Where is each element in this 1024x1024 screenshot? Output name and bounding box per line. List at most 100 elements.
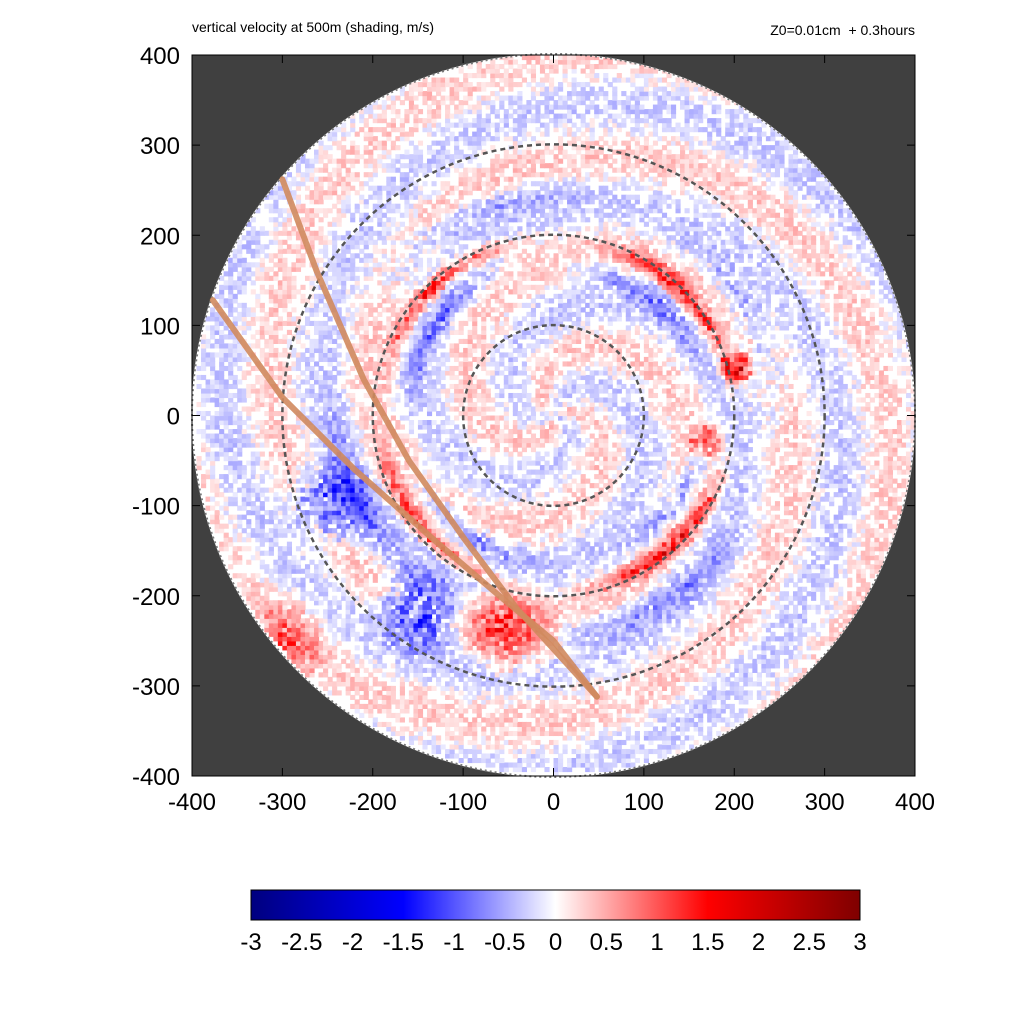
shading-cell — [454, 519, 460, 525]
shading-cell — [539, 690, 546, 696]
shading-cell — [630, 681, 636, 687]
shading-cell — [643, 730, 649, 737]
shading-cell — [643, 636, 649, 642]
shading-cell — [512, 496, 518, 502]
shading-cell — [589, 726, 595, 732]
shading-cell — [792, 564, 799, 570]
shading-cell — [675, 694, 681, 700]
shading-cell — [621, 586, 627, 592]
shading-cell — [670, 703, 677, 710]
shading-cell — [481, 541, 487, 547]
shading-cell — [431, 600, 437, 606]
shading-cell — [544, 667, 550, 673]
shading-cell — [887, 528, 894, 534]
shading-cell — [603, 532, 609, 538]
shading-cell — [494, 586, 500, 592]
shading-cell — [856, 555, 862, 561]
shading-cell — [580, 717, 586, 723]
shading-cell — [386, 523, 392, 529]
shading-cell — [851, 505, 857, 511]
shading-cell — [716, 541, 722, 547]
shading-cell — [829, 640, 835, 646]
shading-cell — [860, 555, 866, 561]
shading-cell — [323, 591, 329, 597]
shading-cell — [381, 523, 387, 529]
shading-cell — [332, 649, 338, 655]
shading-cell — [711, 496, 717, 502]
shading-cell — [426, 717, 433, 723]
shading-cell — [422, 600, 428, 606]
shading-cell — [282, 636, 288, 642]
shading-cell — [490, 568, 496, 574]
shading-cell — [603, 582, 609, 588]
shading-cell — [300, 622, 306, 628]
shading-cell — [603, 523, 609, 529]
shading-cell — [774, 501, 781, 507]
shading-cell — [535, 739, 541, 746]
shading-cell — [323, 582, 329, 588]
shading-cell — [277, 609, 283, 615]
shading-cell — [517, 550, 523, 556]
shading-cell — [323, 663, 329, 669]
shading-cell — [811, 523, 817, 529]
shading-cell — [476, 514, 482, 520]
shading-cell — [445, 753, 451, 759]
shading-cell — [756, 681, 762, 687]
shading-cell — [571, 631, 577, 637]
shading-cell — [458, 712, 464, 719]
shading-cell — [562, 501, 568, 507]
shading-cell — [725, 658, 731, 664]
shading-cell — [666, 744, 672, 750]
shading-cell — [634, 600, 640, 606]
shading-cell — [657, 600, 663, 606]
shading-cell — [372, 717, 378, 723]
shading-cell — [304, 645, 311, 651]
shading-cell — [634, 735, 640, 741]
shading-cell — [422, 627, 428, 633]
shading-cell — [770, 645, 776, 651]
shading-cell — [467, 586, 473, 592]
shading-cell — [544, 546, 550, 552]
shading-cell — [314, 501, 320, 507]
shading-cell — [702, 735, 708, 741]
shading-cell — [607, 703, 613, 710]
shading-cell — [318, 528, 324, 534]
shading-cell — [512, 753, 518, 759]
shading-cell — [354, 559, 360, 565]
shading-cell — [774, 573, 781, 579]
shading-cell — [594, 699, 600, 705]
shading-cell — [219, 541, 225, 547]
shading-cell — [616, 739, 622, 746]
shading-cell — [440, 564, 446, 570]
shading-cell — [237, 514, 243, 520]
shading-cell — [503, 631, 509, 637]
shading-cell — [657, 577, 663, 583]
shading-cell — [259, 559, 265, 565]
shading-cell — [657, 586, 663, 592]
shading-cell — [657, 730, 663, 737]
shading-cell — [765, 658, 771, 664]
shading-cell — [702, 550, 708, 556]
shading-cell — [404, 613, 410, 619]
shading-cell — [458, 708, 464, 714]
shading-cell — [372, 663, 378, 669]
shading-cell — [485, 685, 491, 691]
shading-cell — [693, 708, 699, 714]
shading-cell — [661, 519, 668, 525]
shading-cell — [680, 523, 686, 529]
shading-cell — [521, 654, 527, 660]
shading-cell — [431, 519, 437, 525]
shading-cell — [580, 631, 586, 637]
shading-cell — [711, 721, 717, 728]
shading-cell — [521, 591, 527, 597]
shading-cell — [445, 541, 451, 547]
shading-cell — [652, 730, 659, 737]
shading-cell — [526, 595, 532, 601]
shading-cell — [304, 672, 311, 678]
shading-cell — [422, 645, 428, 651]
shading-cell — [589, 496, 595, 502]
shading-cell — [219, 528, 225, 534]
shading-cell — [445, 649, 451, 655]
shading-cell — [544, 717, 550, 723]
shading-cell — [716, 631, 722, 637]
